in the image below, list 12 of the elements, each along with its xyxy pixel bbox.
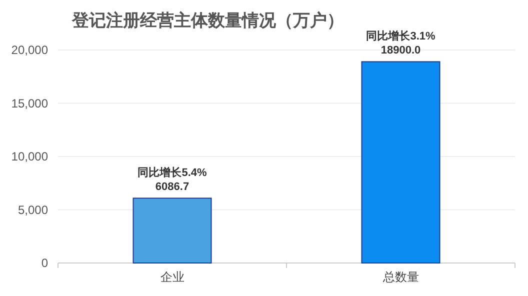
data-label: 18900.0 xyxy=(380,44,421,57)
x-tick-label: 总数量 xyxy=(382,270,419,284)
y-tick-label: 15,000 xyxy=(11,96,48,110)
y-tick-label: 10,000 xyxy=(11,150,48,164)
chart-title: 登记注册经营主体数量情况（万户） xyxy=(71,11,344,30)
x-tick-label: 企业 xyxy=(160,270,184,284)
annotation: 同比增长5.4% xyxy=(138,166,207,180)
y-tick-label: 20,000 xyxy=(11,43,48,57)
annotation: 同比增长3.1% xyxy=(366,30,436,43)
data-label: 6086.7 xyxy=(155,181,190,194)
y-tick-label: 5,000 xyxy=(18,202,48,217)
y-tick-label: 0 xyxy=(41,256,48,270)
